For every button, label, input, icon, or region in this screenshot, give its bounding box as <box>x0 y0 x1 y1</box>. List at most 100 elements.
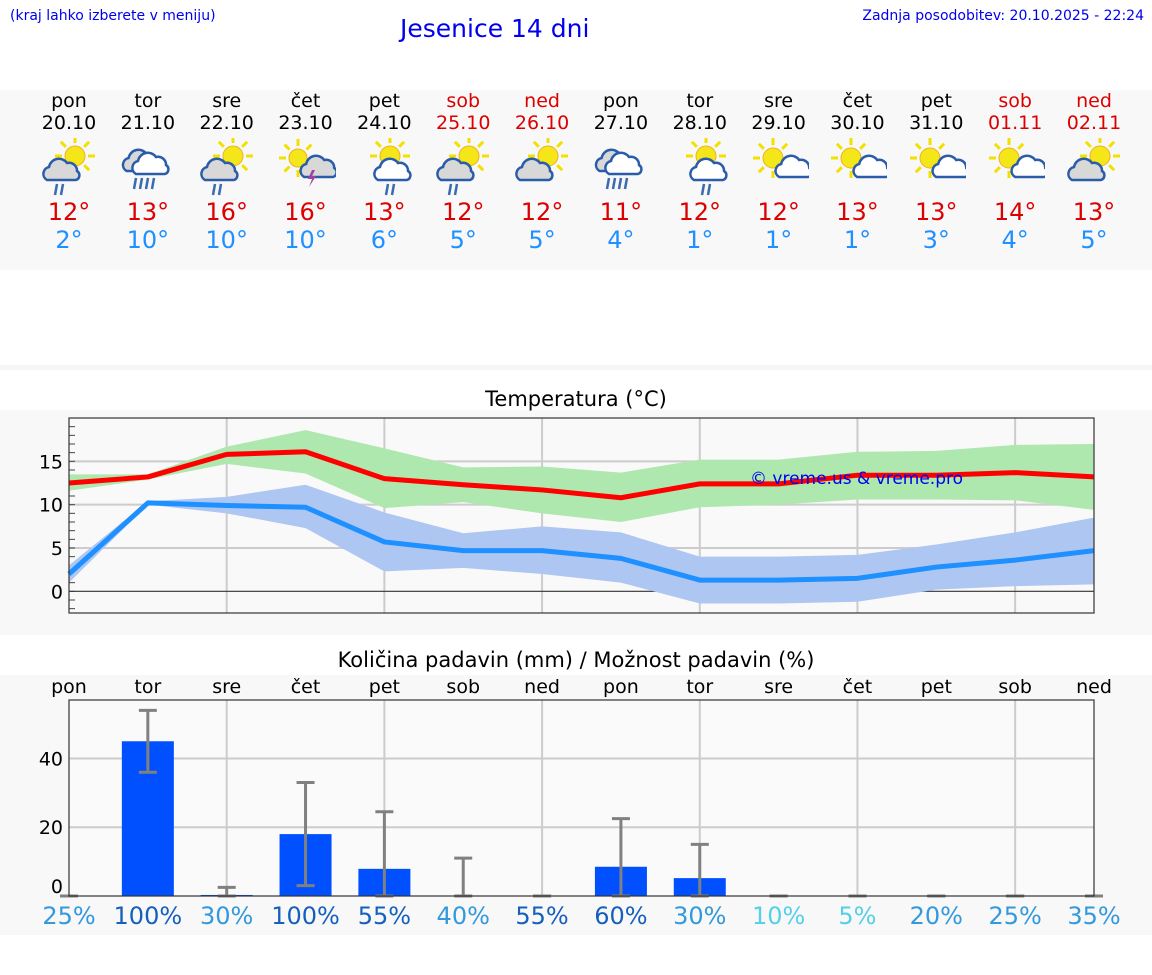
sun-cloud-icon <box>515 138 569 182</box>
y-tick-label: 5 <box>51 538 63 560</box>
day-name: sre <box>764 90 794 112</box>
last-updated: Zadnja posodobitev: 20.10.2025 - 22:24 <box>862 8 1144 24</box>
precip-day-label: sre <box>212 676 242 698</box>
precip-day-label: pon <box>51 676 87 698</box>
precip-probability: 35% <box>1067 902 1121 930</box>
temp-min: 3° <box>922 226 950 254</box>
precip-day-label: pon <box>603 676 639 698</box>
day-date: 30.10 <box>830 112 885 134</box>
precip-probability: 40% <box>436 902 490 930</box>
precip-probability: 100% <box>271 902 340 930</box>
sun-small-cloud-icon <box>752 138 809 179</box>
temp-min: 6° <box>370 226 399 254</box>
sun-cloud-rain-icon <box>436 138 490 196</box>
sun-cloud-rain-icon <box>42 138 95 196</box>
temp-max: 14° <box>993 198 1037 226</box>
day-name: ned <box>524 90 560 112</box>
cloud-heavy-rain-icon <box>594 148 643 190</box>
day-date: 01.11 <box>987 112 1043 134</box>
y-tick-label: 15 <box>39 451 63 473</box>
y-tick-label: 20 <box>39 817 63 839</box>
precip-day-label: sob <box>446 676 481 698</box>
day-name: pet <box>920 90 952 112</box>
min-temperature-line <box>67 500 1095 583</box>
temp-max: 12° <box>47 198 91 226</box>
watermark: © vreme.us & vreme.pro <box>750 469 963 489</box>
day-date: 28.10 <box>672 112 727 134</box>
day-date: 23.10 <box>278 112 333 134</box>
precip-day-label: tor <box>686 676 714 698</box>
sun-small-cloud-icon <box>989 138 1046 179</box>
day-name: čet <box>290 90 321 112</box>
sun-cloud-icon <box>1067 138 1120 182</box>
temp-max: 12° <box>757 198 800 226</box>
temp-max: 13° <box>836 198 879 226</box>
day-name: pon <box>51 90 87 112</box>
divider <box>0 365 1152 370</box>
temp-max: 12° <box>441 198 485 226</box>
sun-cloud-rain-icon <box>199 138 253 196</box>
day-date: 26.10 <box>514 112 570 134</box>
temp-max: 16° <box>205 198 248 226</box>
day-name: čet <box>842 90 873 112</box>
y-tick-label: 0 <box>51 876 63 898</box>
precip-probability: 10% <box>751 902 806 930</box>
max-range-band <box>69 430 1094 522</box>
max-temperature-line <box>68 449 1095 501</box>
precip-day-label: pet <box>920 676 952 698</box>
temp-min: 5° <box>449 226 477 254</box>
precip-probability: 5% <box>838 902 877 930</box>
precip-probability: 25% <box>988 902 1042 930</box>
temp-max: 12° <box>678 198 722 226</box>
plot-frame <box>68 417 1095 614</box>
precip-probability: 30% <box>673 902 727 930</box>
forecast-strip <box>0 90 1152 270</box>
precip-probability: 30% <box>200 902 254 930</box>
y-tick-label: 0 <box>51 581 63 603</box>
precip-day-label: sob <box>998 676 1032 698</box>
temp-min: 4° <box>607 226 635 254</box>
temp-min: 1° <box>686 226 714 254</box>
day-date: 22.10 <box>199 112 254 134</box>
location-hint: (kraj lahko izberete v meniju) <box>10 8 216 24</box>
y-tick-label: 40 <box>39 748 63 770</box>
plot-area <box>69 700 1094 896</box>
day-name: sob <box>998 90 1032 112</box>
day-date: 25.10 <box>436 112 491 134</box>
precip-day-label: ned <box>1076 676 1112 698</box>
sun-white-cloud-rain-icon <box>370 138 413 196</box>
day-name: sob <box>446 90 481 112</box>
precip-probability: 55% <box>357 902 412 930</box>
temp-min: 1° <box>843 226 872 254</box>
day-date: 21.10 <box>120 112 176 134</box>
precip-day-label: čet <box>842 676 873 698</box>
temp-max: 11° <box>599 198 643 226</box>
precip-day-label: čet <box>290 676 321 698</box>
sun-small-cloud-icon <box>831 138 888 179</box>
day-name: pon <box>603 90 639 112</box>
precip-probability: 25% <box>42 902 96 930</box>
temp-min: 1° <box>764 226 793 254</box>
precip-probability: 55% <box>515 902 569 930</box>
temp-min: 4° <box>1001 226 1029 254</box>
precip-day-label: sre <box>764 676 794 698</box>
temp-min: 10° <box>284 226 327 254</box>
temp-min: 2° <box>55 226 83 254</box>
precip-probability: 20% <box>909 902 963 930</box>
day-date: 27.10 <box>593 112 649 134</box>
temp-max: 16° <box>284 198 327 226</box>
y-tick-label: 10 <box>39 495 63 517</box>
day-date: 29.10 <box>751 112 806 134</box>
day-date: 24.10 <box>357 112 412 134</box>
temp-min: 10° <box>205 226 248 254</box>
precip-probability: 100% <box>113 902 183 930</box>
day-name: pet <box>368 90 400 112</box>
cloud-heavy-rain-icon <box>121 148 170 190</box>
temp-max: 13° <box>126 198 170 226</box>
day-date: 20.10 <box>41 112 97 134</box>
temp-min: 5° <box>528 226 556 254</box>
day-name: tor <box>686 90 714 112</box>
plot-frame <box>68 699 1095 897</box>
